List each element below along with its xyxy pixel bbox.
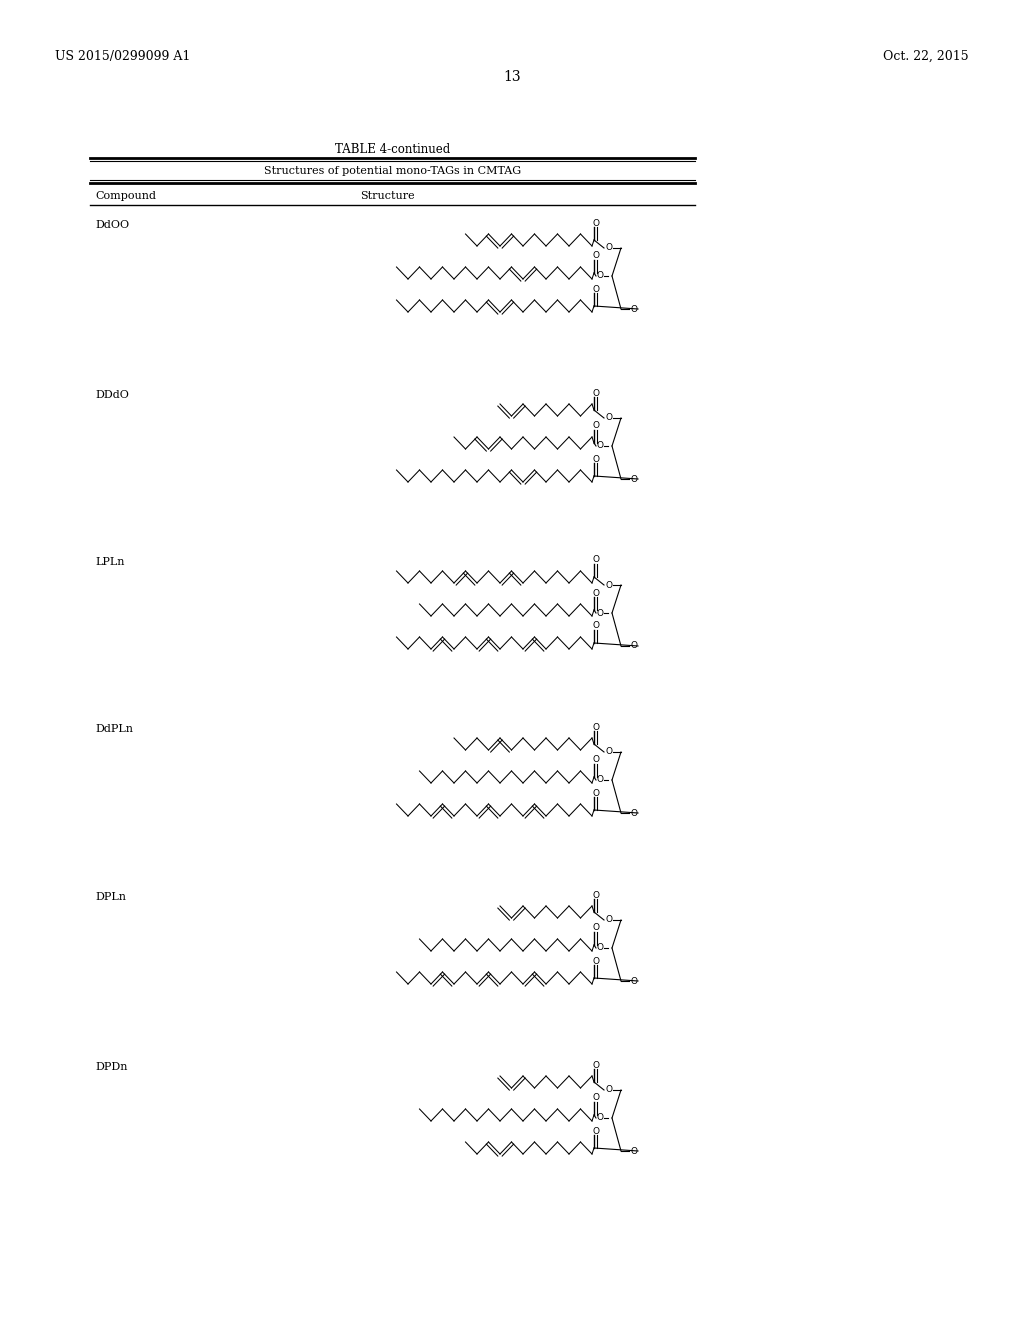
Text: O: O	[605, 916, 612, 924]
Text: O: O	[631, 474, 638, 483]
Text: O: O	[605, 243, 612, 252]
Text: O: O	[631, 808, 638, 817]
Text: DDdO: DDdO	[95, 389, 129, 400]
Text: O: O	[605, 581, 612, 590]
Text: O: O	[593, 755, 599, 764]
Text: O: O	[593, 788, 599, 797]
Text: O: O	[597, 609, 603, 618]
Text: Compound: Compound	[95, 191, 156, 201]
Text: O: O	[597, 441, 603, 450]
Text: 13: 13	[503, 70, 521, 84]
Text: O: O	[593, 924, 599, 932]
Text: O: O	[605, 747, 612, 756]
Text: O: O	[593, 891, 599, 899]
Text: O: O	[593, 388, 599, 397]
Text: O: O	[593, 957, 599, 965]
Text: O: O	[593, 1126, 599, 1135]
Text: O: O	[593, 589, 599, 598]
Text: DPDn: DPDn	[95, 1063, 128, 1072]
Text: Structure: Structure	[360, 191, 415, 201]
Text: O: O	[605, 1085, 612, 1094]
Text: O: O	[597, 776, 603, 784]
Text: O: O	[593, 722, 599, 731]
Text: Structures of potential mono-TAGs in CMTAG: Structures of potential mono-TAGs in CMT…	[264, 166, 521, 176]
Text: DdOO: DdOO	[95, 220, 129, 230]
Text: O: O	[631, 1147, 638, 1155]
Text: O: O	[593, 252, 599, 260]
Text: DdPLn: DdPLn	[95, 723, 133, 734]
Text: US 2015/0299099 A1: US 2015/0299099 A1	[55, 50, 190, 63]
Text: O: O	[597, 944, 603, 953]
Text: O: O	[593, 285, 599, 293]
Text: O: O	[593, 1093, 599, 1102]
Text: O: O	[605, 413, 612, 422]
Text: LPLn: LPLn	[95, 557, 125, 568]
Text: O: O	[631, 642, 638, 651]
Text: O: O	[631, 305, 638, 314]
Text: O: O	[593, 219, 599, 227]
Text: DPLn: DPLn	[95, 892, 126, 902]
Text: O: O	[593, 421, 599, 430]
Text: Oct. 22, 2015: Oct. 22, 2015	[884, 50, 969, 63]
Text: O: O	[593, 622, 599, 631]
Text: O: O	[593, 454, 599, 463]
Text: O: O	[597, 1114, 603, 1122]
Text: O: O	[631, 977, 638, 986]
Text: O: O	[593, 1060, 599, 1069]
Text: O: O	[597, 272, 603, 281]
Text: O: O	[593, 556, 599, 565]
Text: TABLE 4-continued: TABLE 4-continued	[335, 143, 451, 156]
